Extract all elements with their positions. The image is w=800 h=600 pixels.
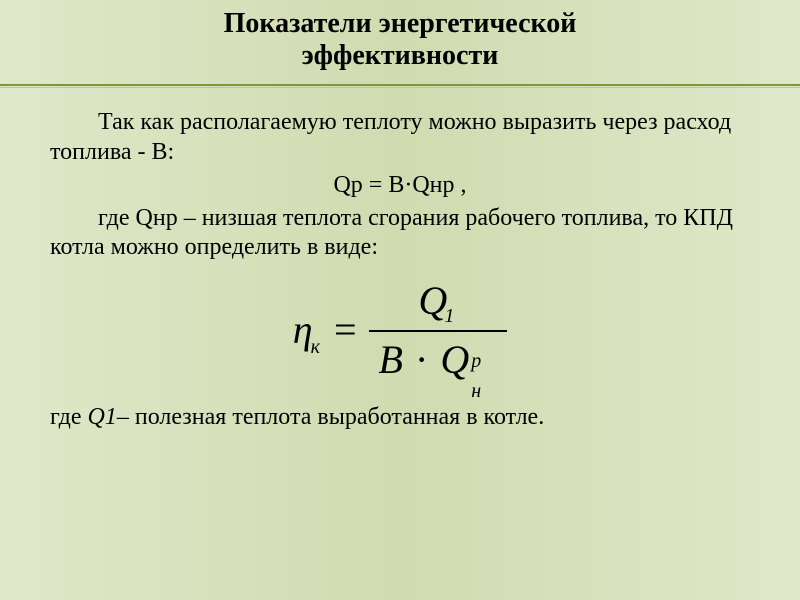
paragraph-3: где Q1– полезная теплота выработанная в … <box>50 403 750 432</box>
equals-sign: = <box>334 307 357 352</box>
paragraph-1: Так как располагаемую теплоту можно выра… <box>50 108 750 167</box>
formula-equals: = <box>328 277 363 385</box>
header-divider <box>0 84 800 90</box>
eta-symbol: η <box>293 307 313 352</box>
denominator-B: B <box>379 337 403 382</box>
p3-suffix: – полезная теплота выработанная в котле. <box>117 404 544 430</box>
title-line-1: Показатели энергетической <box>224 8 577 39</box>
denominator-Q: Q <box>440 337 469 382</box>
slide-body: Так как располагаемую теплоту можно выра… <box>0 90 800 432</box>
slide-header: Показатели энергетической эффективности <box>0 0 800 84</box>
denominator-sub-n: н <box>471 379 481 403</box>
formula-lhs: ηк <box>287 277 328 385</box>
title-line-2: эффективности <box>302 40 499 71</box>
denominator-dot: · <box>413 337 430 382</box>
p3-variable: Q1 <box>88 404 117 430</box>
denominator-sup-p: р <box>471 349 481 373</box>
numerator-sub-1: 1 <box>444 305 454 327</box>
main-formula: ηк = Q1 B · Q р <box>287 277 513 385</box>
p3-prefix: где <box>50 404 88 430</box>
divider-line-sub <box>0 87 800 88</box>
slide: Показатели энергетической эффективности … <box>0 0 800 600</box>
paragraph-2: где Qнр – низшая теплота сгорания рабоче… <box>50 204 750 263</box>
fraction-numerator: Q1 <box>369 277 508 330</box>
formula-rhs: Q1 B · Q р н <box>363 277 514 385</box>
fraction-denominator: B · Q р н <box>369 332 508 385</box>
slide-title: Показатели энергетической эффективности <box>0 8 800 72</box>
numerator-Q: Q <box>418 278 447 323</box>
fraction: Q1 B · Q р н <box>369 277 508 385</box>
divider-line-main <box>0 84 800 86</box>
eta-subscript: к <box>311 336 320 358</box>
inline-equation-1: Qр = В·Qнр , <box>50 171 750 200</box>
